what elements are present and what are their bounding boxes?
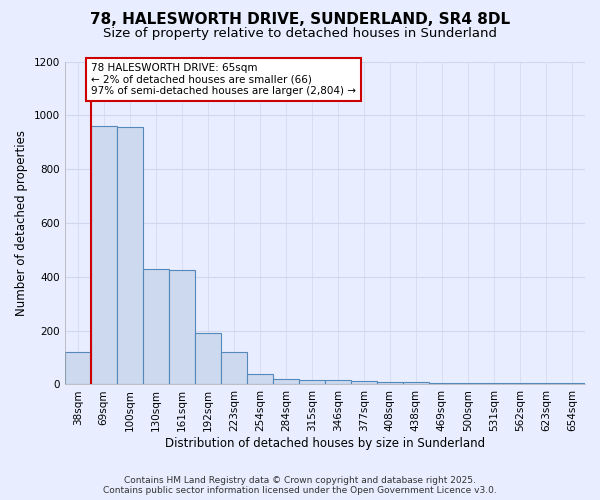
Bar [299,380,325,384]
Bar [403,382,429,384]
Bar [455,383,481,384]
Bar [533,383,559,384]
Text: 78, HALESWORTH DRIVE, SUNDERLAND, SR4 8DL: 78, HALESWORTH DRIVE, SUNDERLAND, SR4 8D… [90,12,510,28]
Bar [351,381,377,384]
Bar [377,382,403,384]
Bar [507,383,533,384]
Bar [169,270,195,384]
Text: 78 HALESWORTH DRIVE: 65sqm
← 2% of detached houses are smaller (66)
97% of semi-: 78 HALESWORTH DRIVE: 65sqm ← 2% of detac… [91,63,356,96]
Bar [429,383,455,384]
Text: Contains HM Land Registry data © Crown copyright and database right 2025.
Contai: Contains HM Land Registry data © Crown c… [103,476,497,495]
Bar [247,374,273,384]
Y-axis label: Number of detached properties: Number of detached properties [15,130,28,316]
Bar [117,128,143,384]
Bar [195,334,221,384]
Bar [325,380,351,384]
Bar [481,383,507,384]
Bar [221,352,247,384]
X-axis label: Distribution of detached houses by size in Sunderland: Distribution of detached houses by size … [165,437,485,450]
Bar [65,352,91,384]
Bar [91,126,116,384]
Bar [143,268,169,384]
Bar [559,383,585,384]
Bar [273,379,299,384]
Text: Size of property relative to detached houses in Sunderland: Size of property relative to detached ho… [103,28,497,40]
